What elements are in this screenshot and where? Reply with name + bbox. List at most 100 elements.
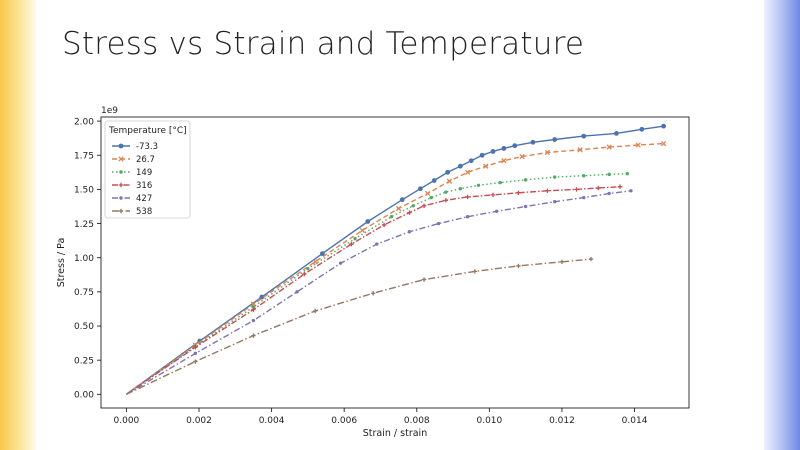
data-point	[635, 142, 641, 148]
x-tick-label: 0.002	[186, 416, 212, 426]
x-tick-label: 0.004	[259, 416, 285, 426]
legend-entry-149: 149	[112, 168, 152, 178]
data-point	[523, 178, 528, 182]
data-point	[457, 163, 463, 169]
data-point	[359, 227, 365, 234]
legend-marker	[118, 182, 124, 188]
data-point	[545, 188, 550, 193]
x-tick-label: 0.000	[114, 416, 140, 426]
y-tick-label: 0.25	[74, 356, 94, 366]
data-point	[251, 305, 256, 309]
x-tick-label: 0.008	[404, 416, 430, 426]
series-line-316	[126, 186, 621, 395]
series-line-538	[126, 258, 592, 395]
data-point	[512, 143, 518, 149]
data-point	[479, 152, 485, 158]
y-tick-label: 0.50	[74, 322, 94, 332]
data-point	[193, 351, 198, 356]
series-26.7	[125, 140, 667, 395]
data-point	[389, 215, 394, 219]
legend-entry-427: 427	[112, 194, 152, 204]
data-point	[371, 291, 376, 296]
legend-title: Temperature [°C]	[108, 126, 187, 136]
legend: Temperature [°C] -73.3 26.7 149 316 427 538	[104, 120, 191, 219]
data-point	[519, 153, 525, 160]
axes-layer: 0.000 0.002 0.004 0.006 0.008 0.010 0.012 0.014…	[56, 106, 690, 439]
legend-entry--73.3: -73.3	[112, 142, 158, 152]
data-point	[552, 137, 558, 142]
legend-marker	[118, 208, 124, 214]
data-point	[544, 149, 551, 156]
data-point	[302, 271, 307, 277]
series-layer	[125, 123, 667, 395]
x-tick-label: 0.006	[331, 416, 357, 426]
series-line-26.7	[125, 142, 664, 395]
data-point	[295, 290, 299, 294]
data-point	[501, 146, 507, 151]
data-point	[472, 269, 478, 274]
data-point	[429, 195, 433, 200]
data-point	[251, 333, 256, 338]
x-axis-label: Strain / strain	[363, 428, 427, 439]
data-point	[498, 180, 502, 185]
data-point	[639, 126, 645, 132]
legend-label: 26.7	[136, 155, 155, 165]
data-point	[381, 222, 387, 228]
data-point	[582, 195, 586, 200]
data-point	[312, 308, 318, 314]
data-point	[577, 147, 583, 153]
data-point	[629, 189, 633, 193]
legend-label: 538	[136, 207, 152, 217]
data-point	[494, 209, 499, 213]
data-point	[436, 221, 441, 226]
data-point	[353, 236, 357, 241]
data-point	[501, 158, 507, 164]
data-point	[418, 186, 423, 192]
data-point	[375, 242, 379, 246]
series-line-427	[126, 190, 631, 395]
data-point	[523, 204, 528, 209]
y-tick-label: 1.00	[74, 254, 94, 264]
legend-entry-26.7: 26.7	[112, 155, 155, 165]
y-tick-label: 0.75	[74, 288, 94, 298]
data-point	[596, 185, 601, 191]
data-point	[614, 130, 619, 136]
data-point	[476, 183, 481, 188]
y-tick-label: 2.00	[74, 117, 94, 127]
data-point	[349, 241, 354, 247]
data-point	[553, 175, 557, 179]
legend-box	[104, 120, 191, 219]
legend-label: 149	[136, 168, 152, 178]
series--73.3	[125, 123, 666, 395]
data-point	[516, 263, 521, 269]
data-point	[395, 205, 402, 212]
data-point	[464, 169, 471, 175]
data-point	[193, 345, 198, 350]
data-point	[607, 191, 611, 196]
data-point	[306, 266, 310, 271]
data-point	[490, 192, 496, 198]
data-point	[465, 215, 470, 219]
legend-marker	[118, 143, 124, 149]
legend-label: 427	[136, 194, 152, 204]
legend-label: 316	[136, 181, 152, 191]
data-point	[411, 204, 415, 208]
data-point	[425, 190, 431, 197]
right-gradient-bar	[764, 0, 800, 450]
data-point	[606, 144, 612, 150]
legend-entry-538: 538	[112, 207, 152, 217]
data-point	[421, 277, 427, 282]
legend-entry-316: 316	[112, 181, 152, 191]
y-tick-label: 1.25	[74, 220, 94, 230]
y-tick-label: 0.00	[74, 391, 94, 401]
data-point	[574, 187, 579, 192]
data-point	[607, 172, 611, 177]
data-point	[445, 169, 451, 175]
data-point	[582, 174, 586, 178]
data-point	[320, 251, 325, 257]
data-point	[446, 178, 453, 184]
data-point	[407, 210, 412, 215]
y-tick-label: 1.50	[74, 186, 94, 196]
data-point	[338, 261, 343, 265]
